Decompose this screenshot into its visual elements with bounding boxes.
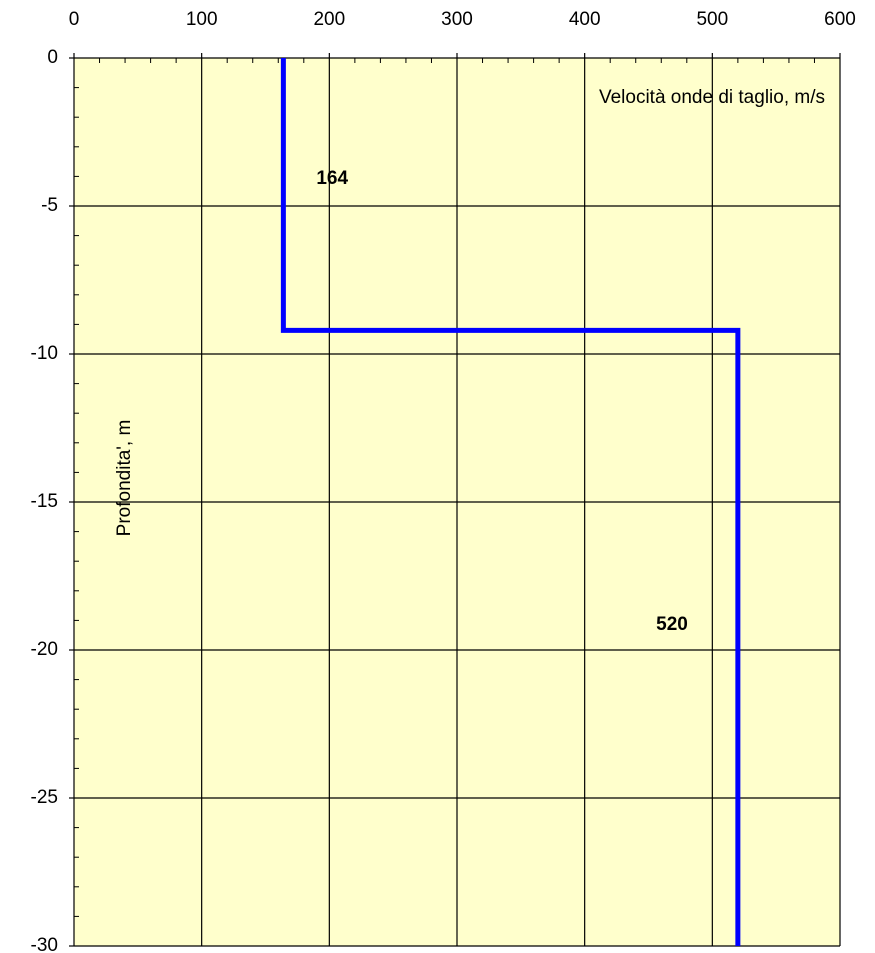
x-tick-label: 200: [313, 9, 345, 30]
y-tick-label: 0: [47, 47, 58, 68]
x-tick-label: 600: [824, 9, 856, 30]
y-tick-label: -25: [31, 787, 58, 808]
y-axis-title: Profondita', m: [114, 420, 135, 537]
x-tick-label: 0: [69, 9, 80, 30]
y-tick-label: -15: [31, 491, 58, 512]
segment-label: 164: [316, 168, 348, 189]
y-tick-label: -20: [31, 639, 58, 660]
x-tick-label: 400: [569, 9, 601, 30]
segment-label: 520: [656, 614, 688, 635]
x-tick-label: 500: [696, 9, 728, 30]
velocity-profile: [280, 58, 741, 946]
x-axis-title: Velocità onde di taglio, m/s: [599, 87, 825, 108]
y-tick-label: -10: [31, 343, 58, 364]
x-tick-label: 100: [186, 9, 218, 30]
y-tick-label: -30: [31, 935, 58, 953]
y-tick-label: -5: [41, 195, 58, 216]
x-tick-label: 300: [441, 9, 473, 30]
